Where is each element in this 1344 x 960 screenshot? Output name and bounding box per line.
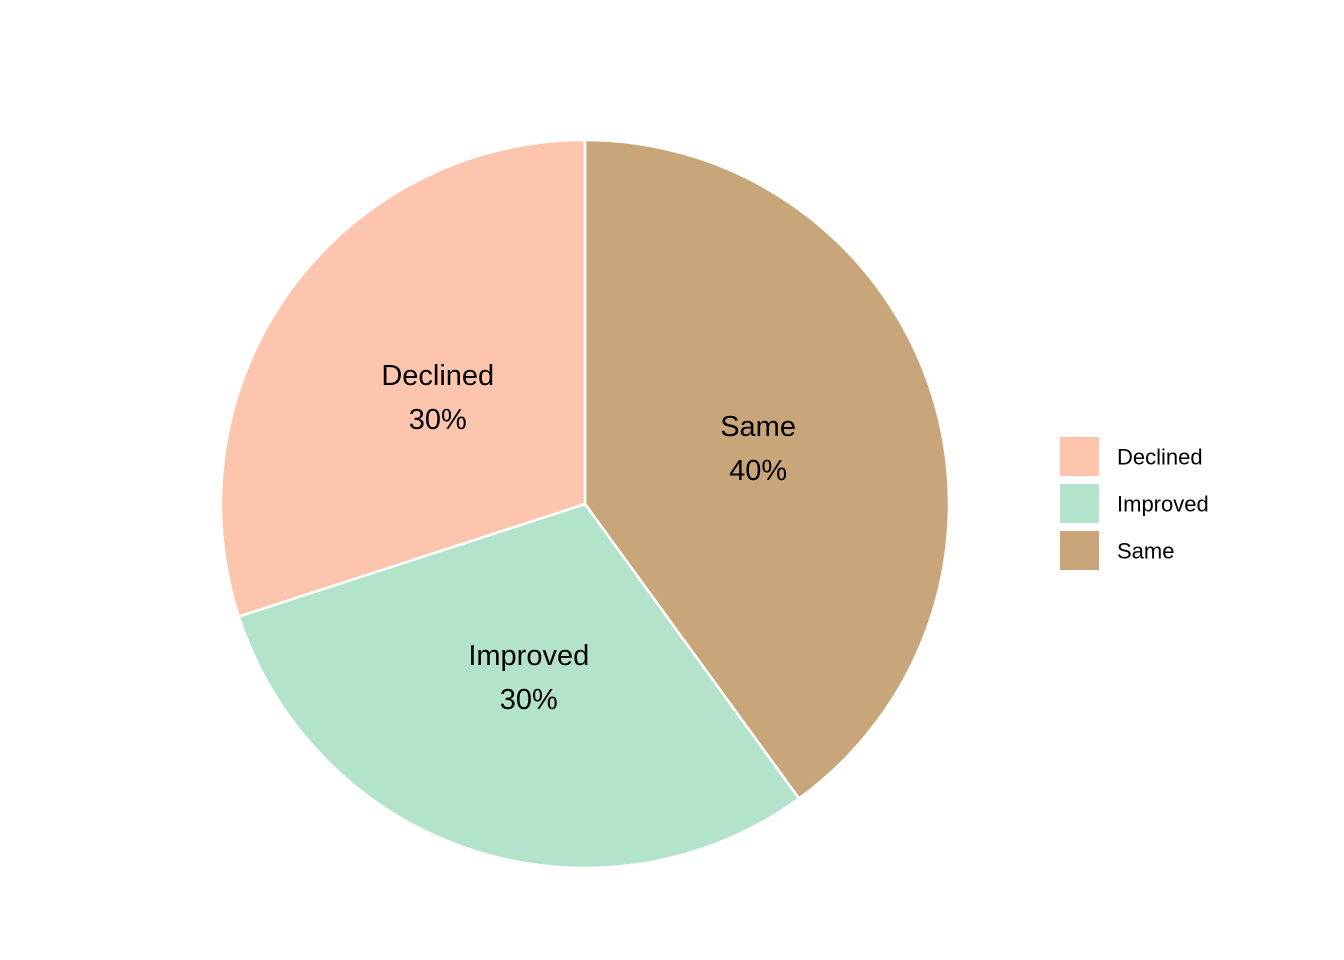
slice-label-improved: Improved — [468, 640, 589, 672]
legend-swatch-improved — [1060, 484, 1099, 523]
legend-label-declined: Declined — [1117, 445, 1203, 470]
legend-label-improved: Improved — [1117, 492, 1209, 517]
legend-swatch-same — [1060, 531, 1099, 570]
legend-label-same: Same — [1117, 539, 1174, 564]
legend-swatch-declined — [1060, 437, 1099, 476]
pie-slice-declined — [219, 138, 587, 619]
slice-percent-same: 40% — [729, 455, 787, 487]
slice-percent-declined: 30% — [409, 404, 467, 436]
pie-slice-improved — [237, 502, 801, 870]
slice-label-same: Same — [720, 411, 796, 443]
pie-labels: Same 40% Improved 30% Declined 30% — [381, 360, 796, 716]
slice-percent-improved: 30% — [500, 684, 558, 716]
legend: Declined Improved Same — [1060, 437, 1209, 570]
pie-slice-same — [583, 138, 951, 801]
slice-label-declined: Declined — [381, 360, 494, 392]
pie-slices — [219, 138, 951, 870]
